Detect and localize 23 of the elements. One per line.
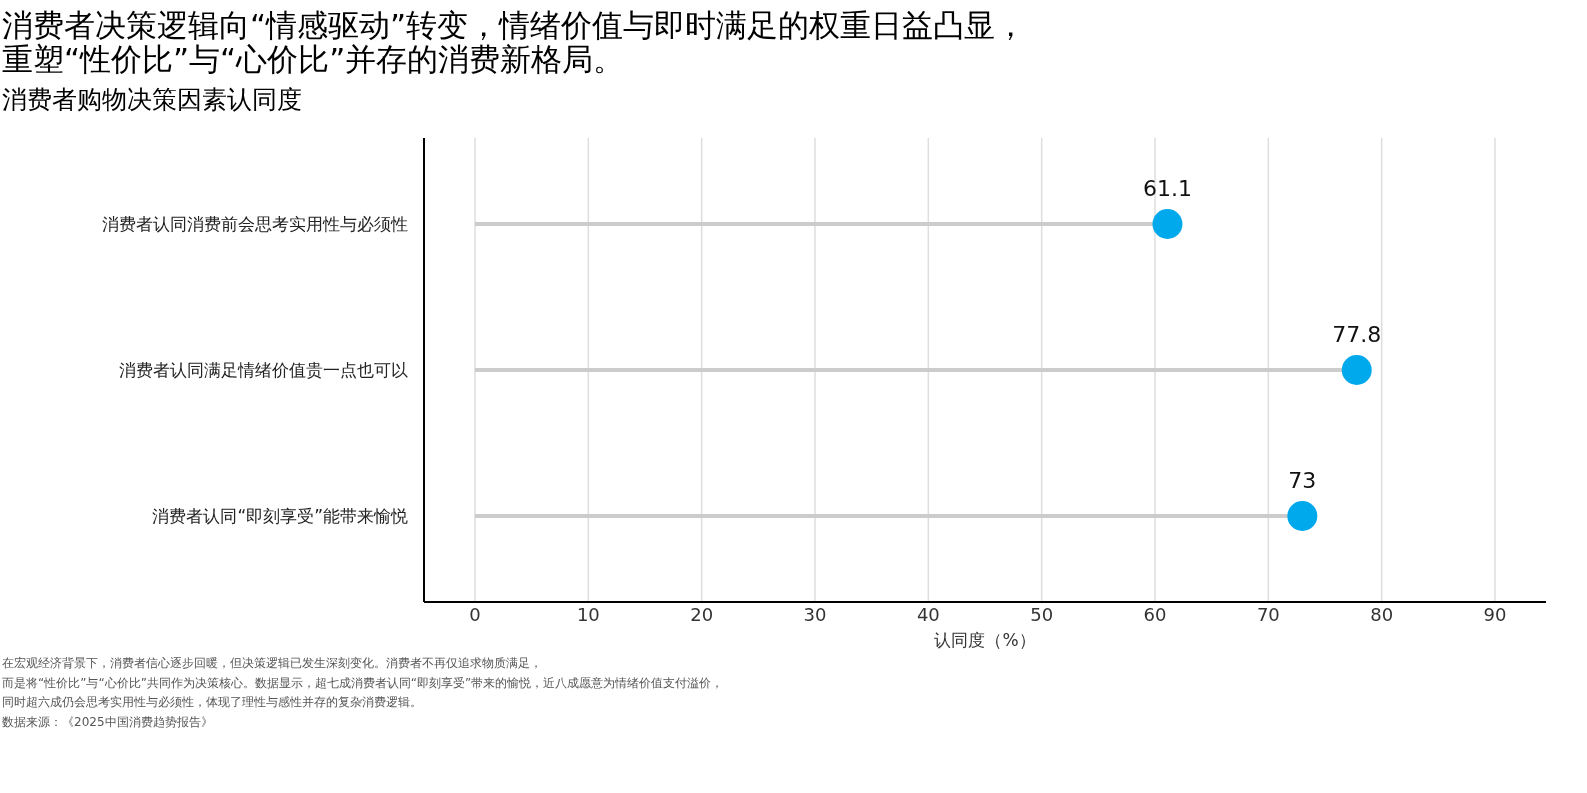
data-label: 61.1: [1142, 176, 1192, 201]
x-tick-label: 10: [576, 604, 600, 625]
x-tick-label: 30: [803, 604, 827, 625]
text: 同时超六成仍会思考实用性与必须性，体现了理性与感性并存的复杂消费逻辑。: [2, 695, 422, 709]
x-tick-label: 70: [1256, 604, 1280, 625]
data-label: 73: [1288, 468, 1317, 493]
text: 消费者购物决策因素认同度: [2, 85, 302, 114]
text: 在宏观经济背景下，消费者信心逐步回暖，但决策逻辑已发生深刻变化。消费者不再仅追求物质满足，: [2, 656, 542, 670]
x-tick-label: 90: [1483, 604, 1507, 625]
x-tick-label: 80: [1370, 604, 1394, 625]
chart-title: 消费者决策逻辑向“情感驱动”转变，情绪价值与即时满足的权重日益凸显，重塑“性价比”与“心价比”并存的消费新格局。: [2, 7, 1028, 77]
text: 而是将“性价比”与“心价比”共同作为决策核心。数据显示，超七成消费者认同“即刻享受”带来的愉悦，近八成愿意为情绪价值支付溢价，: [2, 675, 724, 690]
x-tick-label: 50: [1030, 604, 1054, 625]
y-tick-label: 消费者认同消费前会思考实用性与必须性: [102, 214, 408, 234]
x-tick-label: 20: [690, 604, 714, 625]
y-tick-label: 消费者认同满足情绪价值贵一点也可以: [119, 360, 408, 380]
source-note: 数据来源：《2025中国消费趋势报告》: [2, 714, 213, 729]
x-tick-label: 60: [1143, 604, 1167, 625]
data-label: 77.8: [1332, 322, 1382, 347]
x-tick-label: 40: [916, 604, 940, 625]
x-axis-title: 认同度（%）: [934, 630, 1036, 650]
y-tick-label: 消费者认同“即刻享受”能带来愉悦: [152, 506, 408, 526]
x-tick-label: 0: [469, 604, 481, 625]
